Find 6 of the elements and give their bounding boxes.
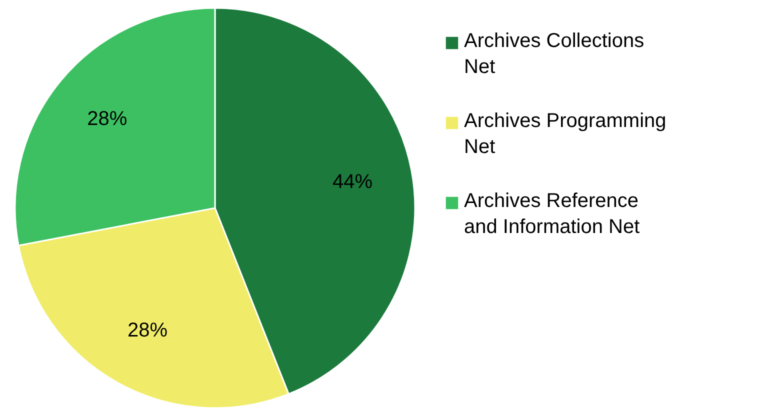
legend-label: Archives Collections Net bbox=[464, 30, 644, 78]
data-label: 44% bbox=[332, 170, 373, 193]
data-label: 28% bbox=[87, 108, 128, 130]
legend-label: Archives Reference and Information Net bbox=[464, 190, 640, 238]
legend-label: Archives Programming Net bbox=[464, 110, 666, 158]
data-label: 28% bbox=[128, 320, 168, 342]
